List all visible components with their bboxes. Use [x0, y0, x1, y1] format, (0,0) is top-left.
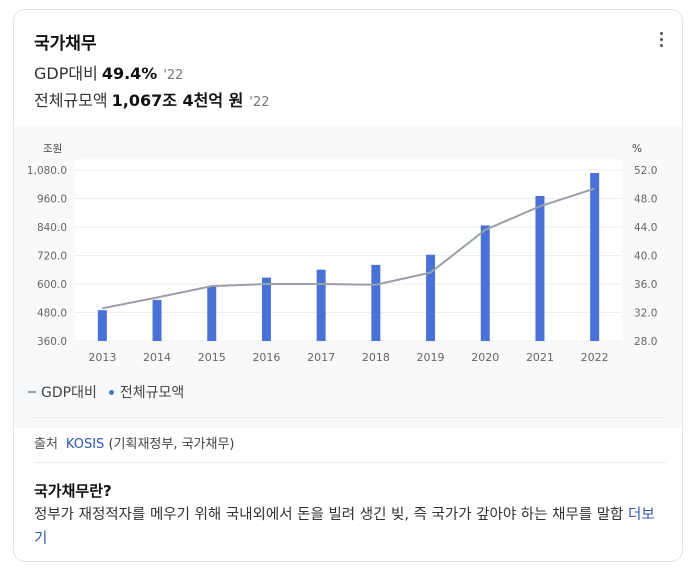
source-line: 출처 KOSIS (기획재정부, 국가채무) [34, 433, 235, 452]
right-tick-label: 40.0 [634, 251, 657, 263]
right-tick-label: 48.0 [634, 194, 657, 206]
x-tick-label: 2016 [252, 351, 280, 364]
right-tick-label: 52.0 [634, 165, 657, 177]
x-tick-label: 2022 [581, 351, 609, 364]
bar [97, 310, 107, 341]
x-tick-label: 2020 [471, 351, 499, 364]
definition-text: 정부가 재정적자를 메우기 위해 국내외에서 돈을 빌려 생긴 빚, 즉 국가가… [34, 503, 664, 551]
legend-gdp-ratio[interactable]: GDP대비 [28, 382, 97, 402]
definition-title: 국가채무란? [34, 482, 112, 500]
right-tick-label: 32.0 [634, 308, 657, 320]
divider [34, 462, 666, 463]
x-tick-label: 2017 [307, 351, 335, 364]
total-debt-stat: 전체규모액 1,067조 4천억 원 '22 [34, 87, 270, 111]
right-tick-label: 44.0 [634, 222, 657, 234]
legend-total-debt[interactable]: 전체규모액 [108, 382, 185, 402]
x-tick-label: 2015 [198, 351, 226, 364]
bar [261, 277, 271, 341]
left-tick-label: 600.0 [37, 279, 67, 291]
more-options-icon[interactable] [658, 32, 664, 50]
left-tick-label: 720.0 [37, 251, 67, 263]
x-tick-label: 2014 [143, 351, 171, 364]
gdp-ratio-label: GDP대비 [34, 64, 98, 83]
left-tick-label: 840.0 [37, 222, 67, 234]
gdp-ratio-year: '22 [163, 68, 184, 83]
right-tick-label: 36.0 [634, 279, 657, 291]
debt-chart: 1,080.0 52.0 960.0 48.0 840.0 44.0 720.0 40.0 60… [27, 143, 657, 364]
bar [152, 299, 162, 341]
legend-bar-label: 전체규모액 [119, 385, 185, 401]
total-debt-label: 전체규모액 [34, 91, 108, 110]
right-tick-label: 28.0 [634, 336, 657, 348]
x-tick-label: 2021 [526, 351, 554, 364]
definition-body: 정부가 재정적자를 메우기 위해 국내외에서 돈을 빌려 생긴 빚, 즉 국가가… [34, 507, 624, 523]
total-debt-year: '22 [249, 95, 270, 110]
x-tick-label: 2019 [417, 351, 445, 364]
gdp-ratio-line [102, 187, 595, 310]
total-debt-value: 1,067조 4천억 원 [111, 91, 244, 110]
legend-line-label: GDP대비 [41, 385, 97, 401]
bar [590, 172, 600, 341]
source-label: 출처 [34, 437, 58, 452]
x-tick-label: 2018 [362, 351, 390, 364]
left-tick-label: 360.0 [37, 336, 67, 348]
chart-legend: GDP대비 전체규모액 [28, 382, 196, 402]
source-link[interactable]: KOSIS [65, 437, 105, 452]
left-tick-label: 960.0 [37, 194, 67, 206]
chart-area: 1,080.0 52.0 960.0 48.0 840.0 44.0 720.0 40.0 60… [14, 126, 682, 428]
plot-panel [75, 159, 622, 341]
bar [426, 254, 436, 341]
legend-dot-swatch [108, 389, 114, 395]
gdp-ratio-value: 49.4% [101, 64, 158, 83]
left-tick-label: 1,080.0 [27, 165, 67, 177]
left-tick-label: 480.0 [37, 308, 67, 320]
gdp-ratio-stat: GDP대비 49.4% '22 [34, 60, 183, 84]
x-tick-label: 2013 [88, 351, 116, 364]
bar [535, 195, 545, 341]
left-axis-title: 조원 [43, 143, 62, 155]
legend-line-swatch [28, 391, 36, 393]
bar [371, 264, 381, 341]
source-detail: (기획재정부, 국가채무) [108, 437, 235, 452]
bar [316, 269, 326, 341]
more-link[interactable]: 더보기 [34, 507, 655, 547]
bar [480, 225, 490, 341]
divider [34, 417, 666, 418]
right-axis-title: % [632, 143, 642, 155]
debt-card: 국가채무 GDP대비 49.4% '22 전체규모액 1,067조 4천억 원 '22 … [13, 9, 683, 562]
bar [207, 286, 217, 341]
card-title: 국가채무 [34, 34, 97, 54]
